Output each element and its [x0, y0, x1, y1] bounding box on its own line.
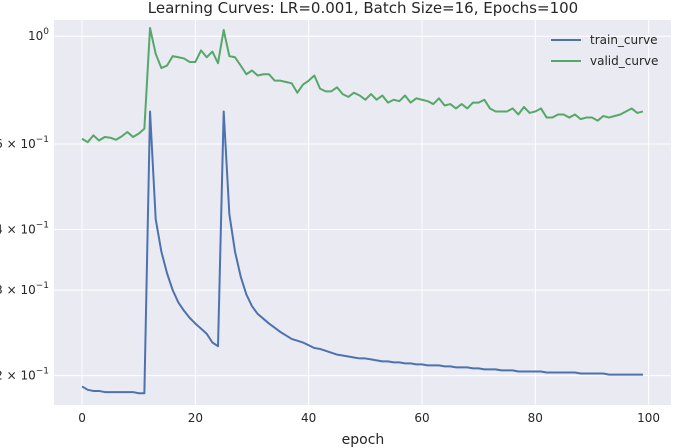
legend-label-valid_curve: valid_curve	[590, 54, 658, 68]
series-line-train_curve	[81, 110, 643, 395]
x-tick-label: 80	[528, 411, 543, 425]
legend-label-train_curve: train_curve	[590, 33, 658, 47]
x-tick-label: 40	[301, 411, 316, 425]
y-tick-label: 2 × 10−1	[0, 367, 49, 383]
legend: train_curve valid_curve	[551, 33, 658, 68]
series-line-valid_curve	[81, 26, 644, 144]
series-layer	[81, 26, 644, 395]
x-tick-label: 20	[188, 411, 203, 425]
x-axis-label: epoch	[342, 432, 385, 448]
chart-title: Learning Curves: LR=0.001, Batch Size=16…	[148, 0, 578, 17]
x-axis-ticks: 0 20 40 60 80 100	[78, 411, 660, 425]
y-tick-label: 4 × 10−1	[0, 220, 49, 236]
y-tick-label: 100	[28, 27, 49, 43]
y-axis-ticks: 100 6 × 10−1 4 × 10−1 3 × 10−1 2 × 10−1	[0, 27, 49, 382]
x-tick-label: 0	[78, 411, 86, 425]
x-tick-label: 60	[414, 411, 429, 425]
y-tick-label: 6 × 10−1	[0, 135, 49, 151]
y-tick-label: 3 × 10−1	[0, 281, 49, 297]
x-tick-label: 100	[637, 411, 660, 425]
plot-area	[54, 20, 671, 405]
